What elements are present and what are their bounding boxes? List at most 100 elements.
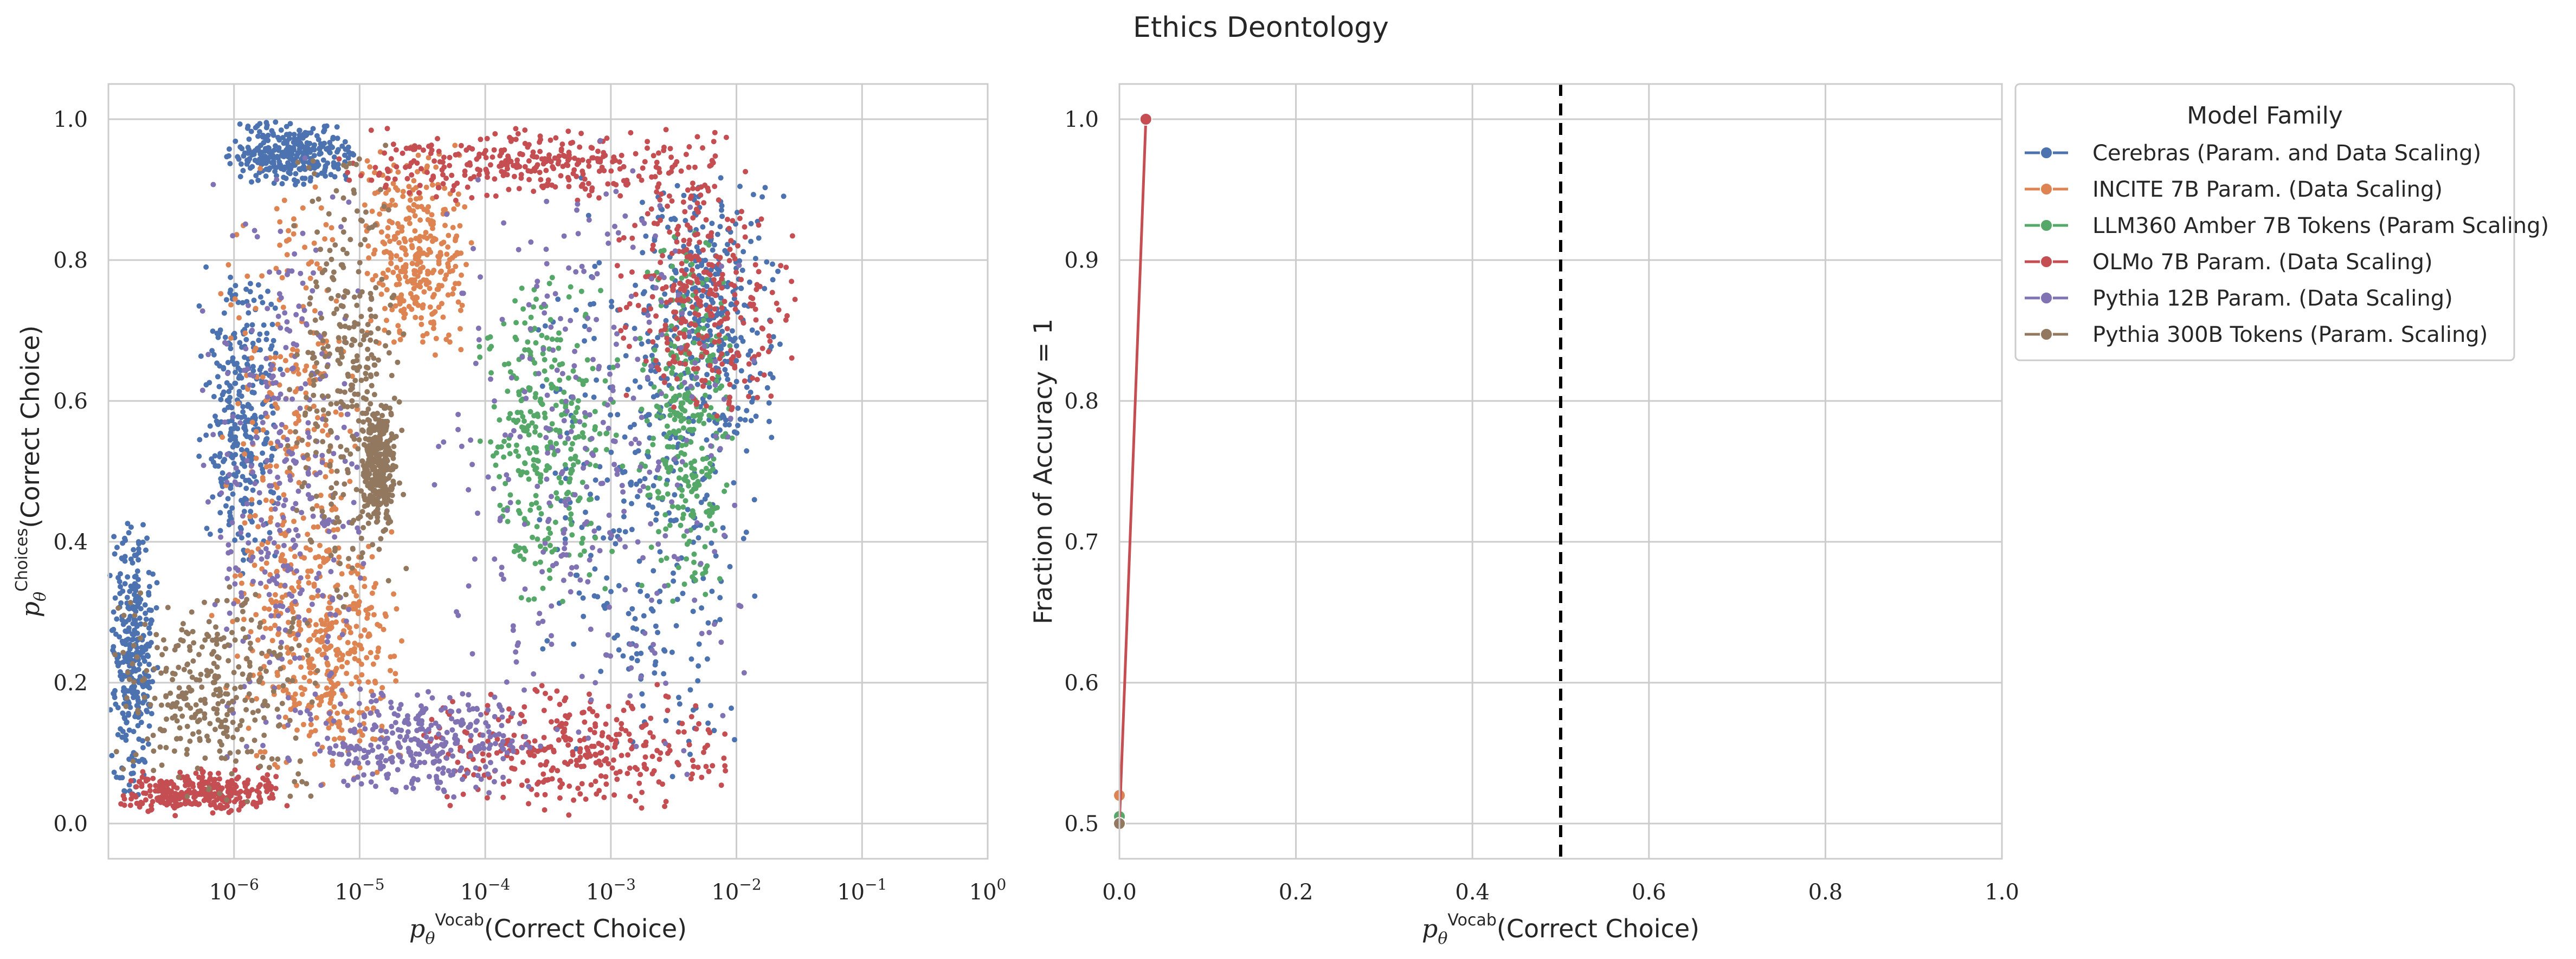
scatter-point [358, 633, 364, 639]
scatter-point [278, 354, 284, 360]
scatter-point [740, 320, 746, 326]
scatter-point [628, 130, 634, 135]
scatter-point [646, 412, 651, 418]
scatter-point [265, 288, 271, 294]
scatter-point [658, 303, 664, 308]
scatter-point [248, 128, 254, 134]
scatter-point [273, 119, 279, 125]
scatter-point [220, 392, 226, 398]
scatter-point [593, 535, 598, 541]
scatter-point [611, 325, 617, 331]
scatter-point [216, 384, 222, 390]
scatter-point [147, 631, 153, 636]
scatter-point [392, 671, 398, 677]
scatter-point [673, 623, 679, 628]
scatter-point [616, 583, 622, 588]
scatter-point [680, 504, 686, 510]
scatter-point [305, 574, 311, 580]
scatter-point [477, 438, 483, 444]
scatter-point [582, 521, 588, 527]
scatter-point [586, 163, 592, 169]
scatter-point [615, 468, 621, 474]
scatter-point [128, 796, 134, 802]
scatter-point [642, 764, 648, 770]
scatter-point [499, 565, 505, 571]
scatter-point [369, 605, 375, 611]
scatter-point [675, 231, 681, 237]
scatter-point [726, 225, 732, 231]
scatter-point [284, 124, 289, 129]
scatter-point [379, 685, 385, 691]
scatter-point [604, 745, 610, 751]
scatter-point [421, 147, 426, 153]
scatter-point [537, 432, 543, 438]
scatter-point [136, 557, 141, 563]
scatter-point [388, 156, 394, 161]
scatter-point [698, 302, 704, 308]
scatter-point [645, 312, 651, 318]
scatter-point [331, 154, 337, 160]
scatter-point [679, 275, 685, 281]
scatter-point [562, 726, 568, 732]
scatter-point [306, 665, 312, 670]
scatter-point [286, 154, 291, 160]
scatter-point [388, 749, 394, 755]
scatter-point [561, 389, 567, 395]
scatter-point [177, 769, 183, 775]
scatter-point [256, 129, 262, 135]
scatter-point [273, 165, 279, 171]
figure-title: Ethics Deontology [1133, 11, 1389, 44]
scatter-point [258, 152, 264, 158]
scatter-point [643, 742, 648, 748]
scatter-point [723, 768, 729, 774]
scatter-point [712, 153, 718, 159]
scatter-point [230, 444, 236, 450]
scatter-point [699, 276, 705, 282]
scatter-panel: 10−6 10−5 10−4 10−3 10−2 10−1 100 0.00.20.40.6… [12, 83, 1006, 948]
scatter-point [699, 631, 705, 637]
scatter-point [671, 570, 676, 576]
scatter-point [427, 304, 433, 310]
scatter-point [729, 705, 734, 711]
scatter-point [384, 287, 390, 293]
scatter-point [602, 586, 608, 592]
scatter-point [651, 153, 656, 159]
scatter-point [648, 715, 654, 721]
scatter-point [699, 353, 705, 359]
scatter-point [388, 668, 393, 673]
scatter-point [531, 596, 537, 602]
scatter-point [380, 282, 386, 288]
scatter-point [556, 345, 562, 351]
scatter-point [480, 757, 486, 763]
scatter-point [629, 501, 634, 507]
scatter-point [226, 153, 231, 159]
scatter-point [502, 161, 508, 167]
scatter-point [573, 269, 579, 275]
scatter-point [655, 495, 661, 501]
scatter-point [397, 336, 403, 342]
scatter-point [564, 409, 570, 414]
scatter-point [507, 369, 513, 375]
scatter-point [237, 174, 243, 179]
scatter-point [235, 400, 241, 406]
scatter-point [616, 528, 622, 534]
scatter-point [765, 349, 771, 354]
scatter-point [708, 405, 714, 411]
scatter-point [242, 451, 248, 457]
scatter-point [127, 588, 133, 594]
scatter-point [671, 216, 677, 222]
scatter-point [339, 664, 345, 670]
scatter-point [273, 351, 279, 357]
scatter-point [724, 372, 730, 378]
scatter-point [227, 404, 233, 410]
scatter-point [334, 607, 340, 613]
scatter-point [736, 262, 742, 268]
scatter-point [276, 495, 282, 501]
scatter-point [334, 135, 340, 141]
scatter-point [340, 744, 346, 749]
scatter-point [324, 660, 330, 666]
scatter-point [230, 491, 236, 497]
scatter-point [456, 708, 462, 714]
scatter-point [688, 355, 693, 361]
scatter-point [511, 417, 517, 423]
